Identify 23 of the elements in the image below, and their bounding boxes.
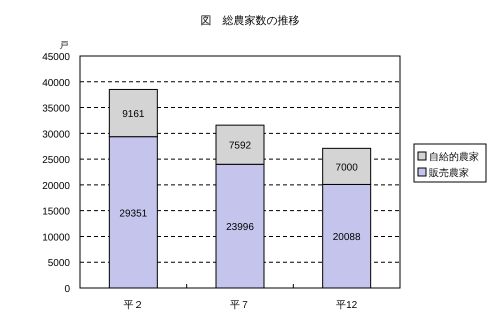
chart-title: 図 総農家数の推移 [200, 14, 300, 27]
y-tick-label: 45000 [42, 52, 70, 63]
x-tick-label: 平７ [230, 300, 250, 311]
legend-label: 販売農家 [429, 167, 469, 179]
y-tick-label: 20000 [42, 180, 70, 192]
legend-label: 自給的農家 [429, 151, 479, 163]
data-label: 20088 [332, 232, 362, 244]
data-label: 9161 [122, 109, 145, 120]
y-tick-label: 40000 [42, 78, 70, 89]
y-tick-label: 25000 [42, 155, 70, 166]
data-label: 7000 [336, 162, 358, 174]
y-tick-label: 15000 [42, 206, 70, 218]
y-axis-title: 戸 [60, 40, 68, 50]
data-label: 23996 [226, 222, 254, 234]
data-label: 7592 [228, 140, 252, 152]
y-tick-label: 0 [64, 284, 70, 295]
x-tick-label: 平12 [336, 300, 358, 311]
data-label: 29351 [119, 208, 148, 220]
x-tick-label: 平２ [123, 300, 144, 311]
y-tick-label: 5000 [48, 258, 70, 270]
y-tick-label: 30000 [42, 129, 70, 140]
y-tick-label: 35000 [42, 104, 70, 115]
y-tick-label: 10000 [42, 232, 70, 244]
